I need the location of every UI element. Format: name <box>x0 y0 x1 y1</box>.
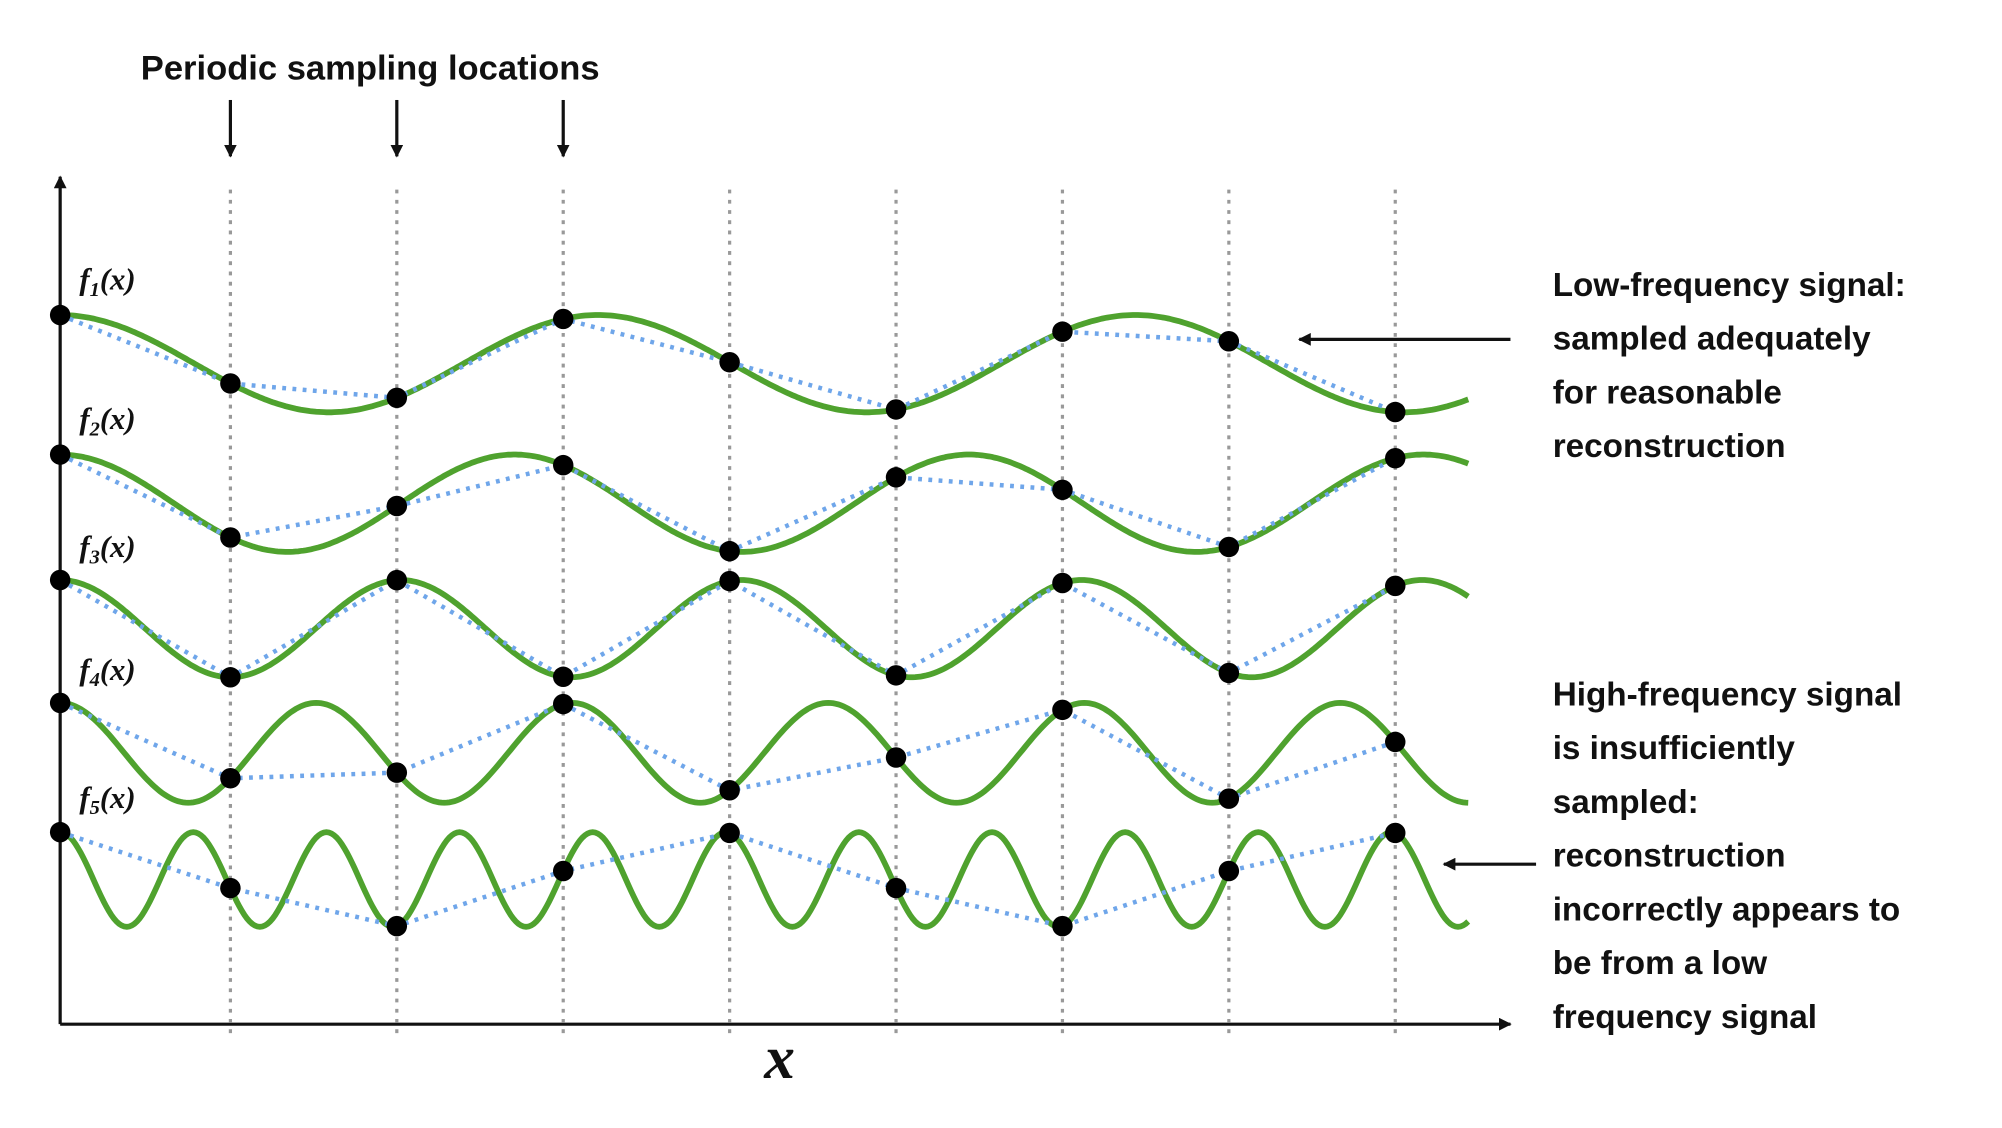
sample-dot <box>885 877 907 899</box>
function-name: f <box>79 530 92 564</box>
sample-dot <box>1385 822 1406 844</box>
sample-dot <box>1052 479 1073 501</box>
annotation-line: be from a low <box>1553 945 1768 982</box>
signal-label: f4(x) <box>79 653 135 691</box>
function-arg: (x) <box>100 530 136 564</box>
sample-dot <box>1218 536 1240 558</box>
reconstruction <box>59 577 1397 680</box>
signal-curve <box>60 312 1470 416</box>
function-name: f <box>79 653 92 687</box>
sample-dot <box>552 693 574 715</box>
function-index: 1 <box>90 279 100 301</box>
sample-dot <box>885 665 907 686</box>
sample-dot <box>49 569 71 591</box>
annotation-line: High-frequency signal <box>1553 676 1902 713</box>
sample-dot <box>1385 731 1406 753</box>
signal-label: f5(x) <box>79 781 135 819</box>
sample-dot <box>220 373 241 394</box>
sample-dot <box>1218 788 1240 809</box>
sample-dot <box>1052 321 1073 342</box>
sample-dot <box>552 666 574 688</box>
axis-label: x <box>763 1024 795 1092</box>
sample-dot <box>49 444 71 465</box>
sample-dot <box>719 822 740 844</box>
reconstruction <box>59 830 1396 929</box>
sample-dot <box>885 399 907 420</box>
function-arg: (x) <box>100 653 136 687</box>
signal-curve <box>59 829 1471 930</box>
sample-dot <box>1218 860 1240 882</box>
annotation-line: Low-frequency signal: <box>1553 267 1906 304</box>
annotation-line: frequency signal <box>1553 999 1817 1036</box>
sample-dot <box>220 877 241 899</box>
sampling-arrows <box>224 99 570 158</box>
sample-dot <box>220 527 241 548</box>
sample-dot <box>552 308 574 330</box>
signal-label: f1(x) <box>79 262 135 300</box>
sample-dot <box>49 304 71 326</box>
sample-dot <box>386 569 408 591</box>
function-index: 4 <box>89 669 100 691</box>
function-arg: (x) <box>100 402 136 436</box>
sample-dot <box>719 780 740 801</box>
function-name: f <box>79 781 92 815</box>
sample-dot <box>1218 331 1240 352</box>
sample-dot <box>885 467 907 488</box>
annotation-line: sampled adequately <box>1553 321 1871 358</box>
annotation-line: incorrectly appears to <box>1553 891 1901 928</box>
signal-curve <box>60 577 1470 681</box>
sample-dot <box>386 495 408 517</box>
sample-dot <box>719 570 740 592</box>
sample-dot <box>719 351 740 373</box>
sample-dot <box>220 667 241 688</box>
sample-dot <box>220 767 241 789</box>
function-index: 5 <box>90 797 100 819</box>
sample-dot <box>49 692 71 714</box>
signal-label: f3(x) <box>79 530 135 568</box>
sample-dot <box>1385 401 1406 423</box>
sample-dot <box>386 915 408 937</box>
sample-dot <box>1052 699 1073 721</box>
sample-dot <box>49 821 71 843</box>
sample-dot <box>885 747 907 768</box>
sample-dot <box>552 860 574 882</box>
sample-dot <box>719 540 740 562</box>
function-name: f <box>79 402 92 436</box>
sample-dot <box>1385 447 1406 469</box>
sample-dot <box>1052 915 1073 937</box>
annotation-line: reconstruction <box>1553 838 1786 875</box>
function-index: 3 <box>89 546 100 568</box>
annotation-line: sampled: <box>1553 784 1699 821</box>
title: Periodic sampling locations <box>141 50 600 88</box>
sample-dot <box>386 387 408 409</box>
annotation-line: is insufficiently <box>1553 730 1796 767</box>
sample-dot <box>1385 575 1406 597</box>
annotation-line: reconstruction <box>1553 428 1786 465</box>
sample-dot <box>1052 572 1073 594</box>
signal-curve <box>60 451 1470 555</box>
sample-dot <box>386 762 408 783</box>
function-arg: (x) <box>100 262 136 296</box>
signal-label: f2(x) <box>79 402 135 440</box>
reconstruction <box>59 452 1397 554</box>
function-index: 2 <box>89 418 100 440</box>
function-name: f <box>79 262 92 296</box>
sample-dot <box>552 454 574 476</box>
function-arg: (x) <box>100 781 136 815</box>
annotation-line: for reasonable <box>1553 374 1782 411</box>
sample-dot <box>1218 662 1240 684</box>
